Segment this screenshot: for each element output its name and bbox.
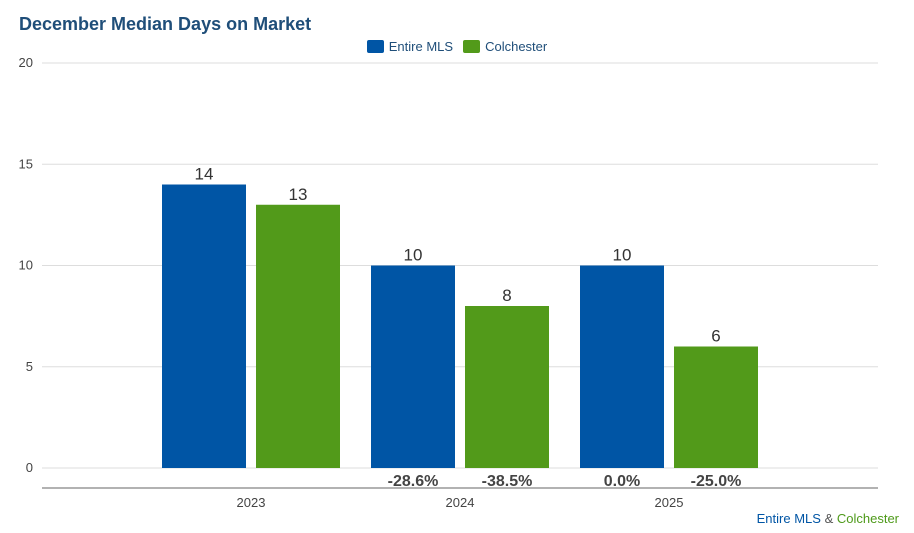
x-tick-label: 2024 bbox=[446, 495, 475, 510]
chart-title: December Median Days on Market bbox=[19, 14, 312, 34]
x-tick-label: 2023 bbox=[237, 495, 266, 510]
legend-label-entire-mls: Entire MLS bbox=[388, 39, 454, 54]
bar-value-label: 13 bbox=[289, 185, 308, 204]
legend-item-entire-mls[interactable]: Entire MLS bbox=[366, 39, 454, 54]
percent-change-label: -28.6% bbox=[388, 473, 439, 490]
percent-change-label: 0.0% bbox=[604, 473, 640, 490]
y-tick-label: 0 bbox=[26, 460, 33, 475]
y-tick-label: 15 bbox=[19, 156, 33, 171]
percent-change-label: -25.0% bbox=[691, 473, 742, 490]
bar-value-label: 14 bbox=[195, 165, 214, 184]
legend-swatch-entire-mls bbox=[366, 40, 384, 53]
bar-entire-mls-2025 bbox=[580, 265, 664, 468]
legend: Entire MLS Colchester bbox=[0, 39, 914, 54]
footer-amp: & bbox=[824, 511, 834, 526]
bar-colchester-2024 bbox=[465, 306, 549, 468]
y-tick-label: 5 bbox=[26, 359, 33, 374]
y-tick-label: 10 bbox=[19, 258, 33, 273]
footer-series2: Colchester bbox=[836, 511, 899, 526]
legend-item-colchester[interactable]: Colchester bbox=[463, 39, 547, 54]
x-tick-label: 2025 bbox=[655, 495, 684, 510]
bar-colchester-2025 bbox=[674, 346, 758, 468]
bar-colchester-2023 bbox=[256, 204, 340, 468]
bar-entire-mls-2024 bbox=[371, 265, 455, 468]
footer-series-note: Entire MLS & Colchester bbox=[757, 511, 899, 526]
footer-series1: Entire MLS bbox=[756, 511, 821, 526]
legend-label-colchester: Colchester bbox=[485, 39, 548, 54]
y-tick-label: 20 bbox=[19, 55, 33, 70]
bar-value-label: 10 bbox=[613, 246, 632, 265]
bar-value-label: 10 bbox=[404, 246, 423, 265]
bar-value-label: 8 bbox=[502, 286, 511, 305]
bar-value-label: 6 bbox=[711, 327, 720, 346]
legend-swatch-colchester bbox=[463, 40, 481, 53]
bar-entire-mls-2023 bbox=[162, 184, 246, 468]
percent-change-label: -38.5% bbox=[482, 473, 533, 490]
